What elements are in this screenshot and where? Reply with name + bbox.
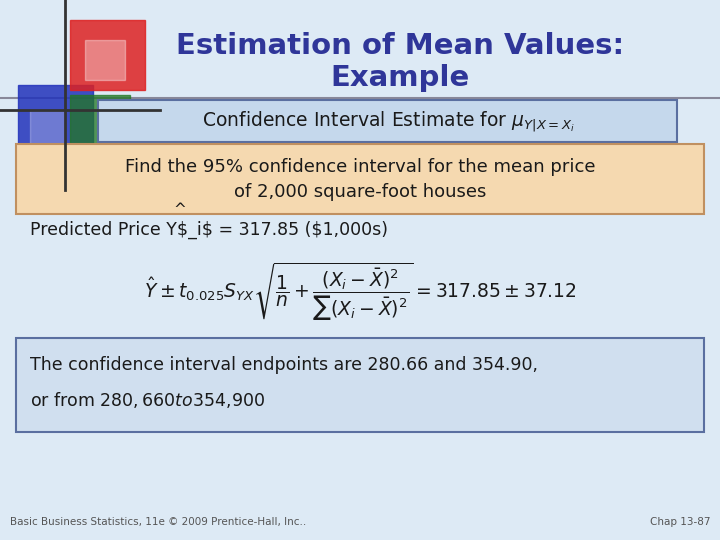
Text: of 2,000 square-foot houses: of 2,000 square-foot houses [234, 183, 486, 201]
Text: Predicted Price Y$_i$ = 317.85 ($1,000s): Predicted Price Y$_i$ = 317.85 ($1,000s) [30, 221, 388, 239]
Text: $\hat{Y} \pm t_{0.025}S_{YX}\sqrt{\dfrac{1}{n} + \dfrac{(X_i - \bar{X})^2}{\sum(: $\hat{Y} \pm t_{0.025}S_{YX}\sqrt{\dfrac… [143, 261, 577, 323]
Text: Confidence Interval Estimate for $\mu_{Y|X=X_i}$: Confidence Interval Estimate for $\mu_{Y… [202, 109, 575, 133]
Text: Basic Business Statistics, 11e © 2009 Prentice-Hall, Inc..: Basic Business Statistics, 11e © 2009 Pr… [10, 517, 306, 527]
Text: or from $280,660 to $354,900: or from $280,660 to $354,900 [30, 390, 265, 410]
Bar [85, 40, 125, 80]
FancyBboxPatch shape [16, 338, 704, 432]
Text: Estimation of Mean Values:: Estimation of Mean Values: [176, 32, 624, 60]
FancyBboxPatch shape [16, 144, 704, 214]
FancyBboxPatch shape [98, 100, 677, 142]
Bar [18, 85, 93, 155]
Bar [70, 95, 130, 150]
Text: ^: ^ [174, 202, 186, 217]
Bar [25, 150, 75, 190]
Bar [70, 20, 145, 90]
Text: The confidence interval endpoints are 280.66 and 354.90,: The confidence interval endpoints are 28… [30, 356, 538, 374]
Bar [30, 110, 65, 145]
Text: Chap 13-87: Chap 13-87 [649, 517, 710, 527]
Text: Find the 95% confidence interval for the mean price: Find the 95% confidence interval for the… [125, 158, 595, 176]
Text: Example: Example [330, 64, 469, 92]
